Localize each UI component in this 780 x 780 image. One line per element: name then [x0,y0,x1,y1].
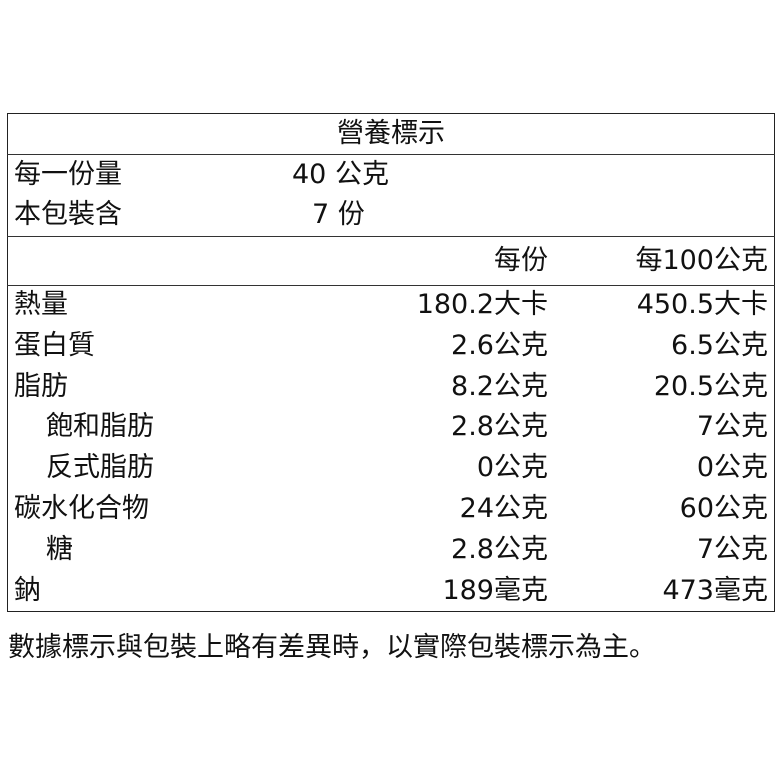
per-serving-value: 8.2公克 [451,370,548,402]
nutrient-name: 脂肪 [14,370,68,402]
per-100g-value: 6.5公克 [671,329,768,361]
nutrient-name: 碳水化合物 [14,493,149,524]
nutrient-name: 飽和脂肪 [46,411,154,443]
per-100g-value: 450.5大卡 [636,289,768,320]
per-100g-value: 7公克 [696,533,768,565]
per-serving-value: 24公克 [459,493,548,524]
nutrition-table [7,113,775,612]
per-serving-value: 189毫克 [442,574,548,606]
table-title: 營養標示 [337,118,445,149]
per-serving-value: 180.2大卡 [416,289,548,320]
per-serving-value: 0公克 [476,452,548,484]
column-header-per-100g: 每100公克 [635,245,768,276]
disclaimer-note: 數據標示與包裝上略有差異時，以實際包裝標示為主。 [8,632,656,663]
per-100g-value: 20.5公克 [653,370,768,402]
column-header-per-serving: 每份 [494,245,548,276]
servings-per-package-label: 本包裝含 [14,199,122,230]
serving-size-label: 每一份量 [14,159,122,190]
serving-size-value: 40 公克 [292,159,389,190]
per-serving-value: 2.8公克 [451,411,548,443]
per-serving-value: 2.8公克 [451,533,548,565]
nutrient-name: 蛋白質 [14,329,95,361]
divider [7,236,775,237]
servings-per-package-value: 7 份 [312,199,365,230]
per-100g-value: 473毫克 [662,574,768,606]
divider [7,154,775,155]
nutrient-name: 反式脂肪 [46,452,154,484]
per-100g-value: 60公克 [679,493,768,524]
nutrient-name: 熱量 [14,289,68,320]
per-100g-value: 7公克 [696,411,768,443]
per-100g-value: 0公克 [696,452,768,484]
nutrient-name: 鈉 [14,574,41,606]
nutrient-name: 糖 [46,533,73,565]
divider [7,285,775,286]
per-serving-value: 2.6公克 [451,329,548,361]
